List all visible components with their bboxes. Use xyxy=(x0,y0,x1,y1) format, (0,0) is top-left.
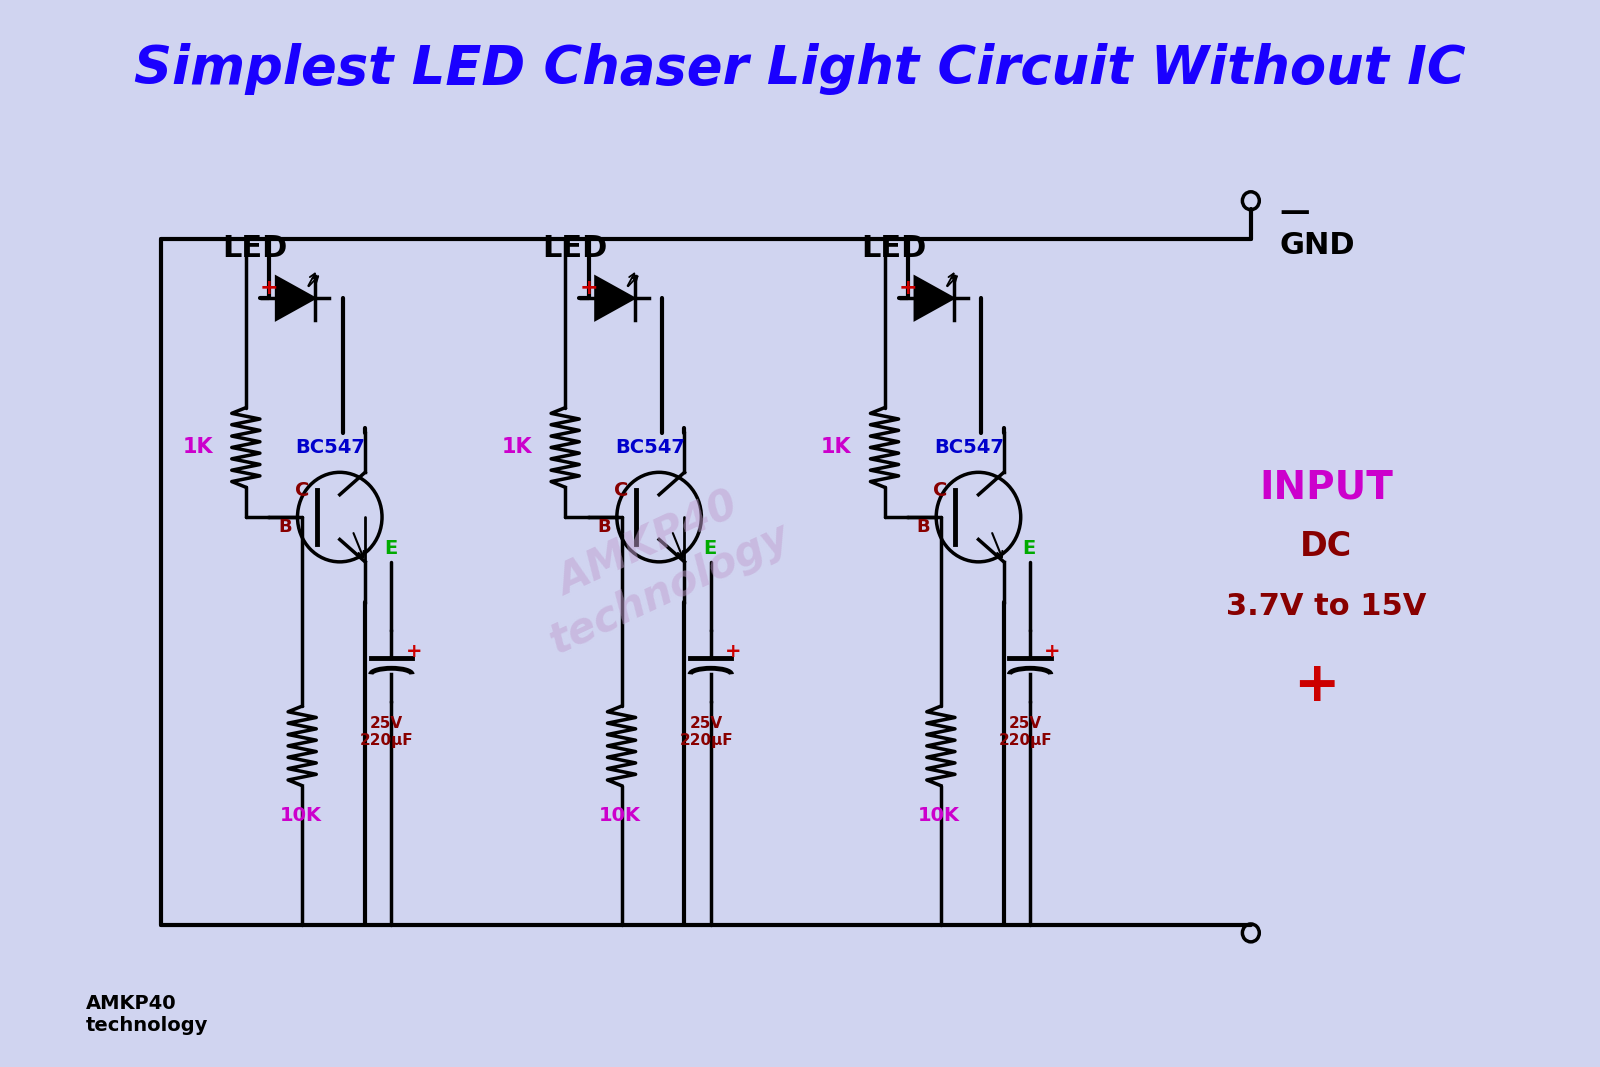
Text: BC547: BC547 xyxy=(296,439,365,458)
Text: +: + xyxy=(579,278,598,299)
Text: +: + xyxy=(261,278,278,299)
Text: Simplest LED Chaser Light Circuit Without IC: Simplest LED Chaser Light Circuit Withou… xyxy=(134,44,1466,95)
Text: E: E xyxy=(1022,539,1035,558)
Polygon shape xyxy=(275,276,315,320)
Text: 25V
220μF: 25V 220μF xyxy=(680,716,733,748)
Text: +: + xyxy=(899,278,917,299)
Polygon shape xyxy=(915,276,954,320)
Text: B: B xyxy=(278,519,291,536)
Text: LED: LED xyxy=(222,234,288,262)
Text: AMKP40
technology: AMKP40 technology xyxy=(86,994,208,1035)
Text: +: + xyxy=(725,642,741,660)
Text: C: C xyxy=(294,481,309,499)
Text: BC547: BC547 xyxy=(614,439,685,458)
Text: 1K: 1K xyxy=(182,437,213,458)
Text: 10K: 10K xyxy=(280,806,322,825)
Text: +: + xyxy=(1293,659,1339,713)
Text: 10K: 10K xyxy=(918,806,960,825)
Text: E: E xyxy=(384,539,397,558)
Text: DC: DC xyxy=(1299,530,1352,563)
Text: C: C xyxy=(933,481,947,499)
Polygon shape xyxy=(595,276,635,320)
Text: AMKP40
technology: AMKP40 technology xyxy=(522,471,797,663)
Text: E: E xyxy=(704,539,717,558)
Text: 25V
220μF: 25V 220μF xyxy=(360,716,413,748)
Text: 10K: 10K xyxy=(598,806,640,825)
Text: BC547: BC547 xyxy=(934,439,1005,458)
Text: B: B xyxy=(597,519,611,536)
Text: 3.7V to 15V: 3.7V to 15V xyxy=(1226,592,1426,621)
Text: C: C xyxy=(614,481,629,499)
Text: INPUT: INPUT xyxy=(1259,468,1394,506)
Text: LED: LED xyxy=(861,234,926,262)
Text: B: B xyxy=(917,519,930,536)
Text: LED: LED xyxy=(542,234,608,262)
Text: —
GND: — GND xyxy=(1278,197,1355,260)
Text: 1K: 1K xyxy=(502,437,533,458)
Text: +: + xyxy=(1045,642,1061,660)
Text: 1K: 1K xyxy=(821,437,851,458)
Text: 25V
220μF: 25V 220μF xyxy=(998,716,1053,748)
Text: +: + xyxy=(405,642,422,660)
